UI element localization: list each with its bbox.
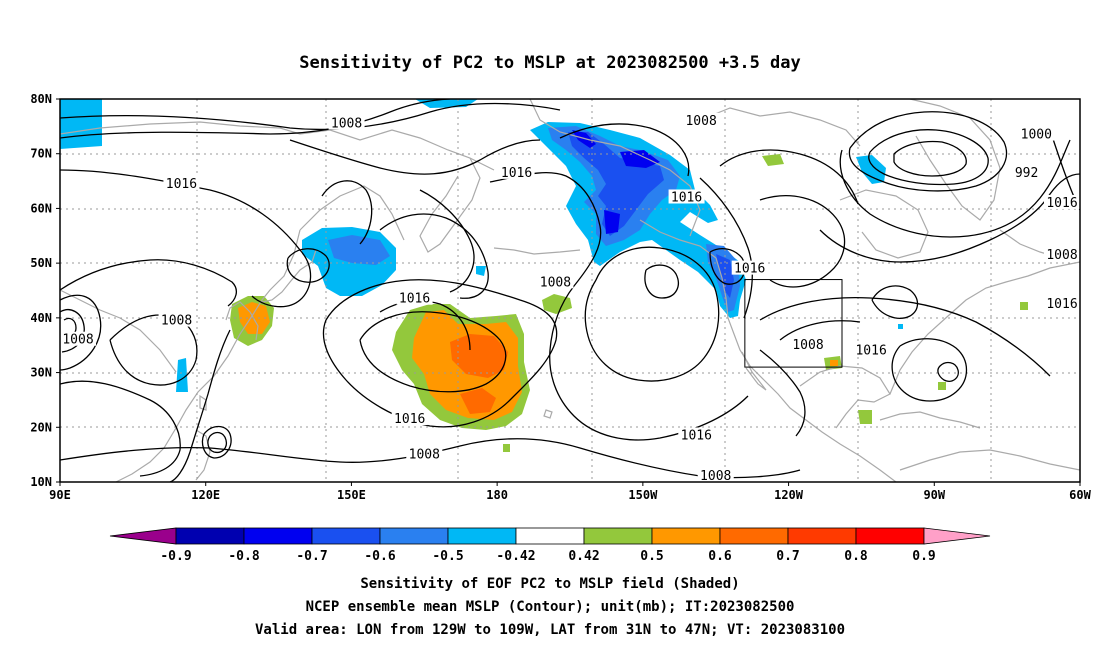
- shade-pos-small-6: [1020, 302, 1028, 310]
- shade-neg-small: [898, 324, 903, 329]
- contour-label: 1016: [501, 166, 532, 181]
- lat-tick-label: 30N: [30, 366, 52, 380]
- contour-label: 1016: [399, 292, 430, 307]
- longitude-axis: 90E 120E 150E 180 150W 120W 90W 60W: [49, 482, 1091, 502]
- colorbar-label: -0.6: [364, 549, 395, 564]
- colorbar-label: -0.5: [432, 549, 463, 564]
- contour-label: 1008: [161, 314, 192, 329]
- contour-label: 992: [1015, 166, 1038, 181]
- colorbar-segment: [788, 528, 856, 544]
- colorbar-label: -0.7: [296, 549, 327, 564]
- lon-tick-label: 90W: [923, 488, 945, 502]
- caption-line-2: NCEP ensemble mean MSLP (Contour); unit(…: [306, 599, 795, 615]
- contour-label: 1016: [1046, 196, 1077, 211]
- lon-tick-label: 60W: [1069, 488, 1091, 502]
- contour-label: 1016: [734, 262, 765, 277]
- colorbar-segment: [652, 528, 720, 544]
- shade-neg-core-5: [604, 210, 620, 234]
- lat-tick-label: 10N: [30, 475, 52, 489]
- contour-label: 1016: [394, 412, 425, 427]
- colorbar-segment: [312, 528, 380, 544]
- figure-title: Sensitivity of PC2 to MSLP at 2023082500…: [299, 53, 801, 73]
- colorbar-label: 0.5: [640, 549, 663, 564]
- colorbar-segment: [856, 528, 924, 544]
- colorbar-segment: [516, 528, 584, 544]
- colorbar-segment: [448, 528, 516, 544]
- contour-label: 1008: [792, 338, 823, 353]
- contour-label: 1016: [681, 428, 712, 443]
- lat-tick-label: 60N: [30, 201, 52, 215]
- contour-label: 1008: [685, 114, 716, 129]
- caption-line-1: Sensitivity of EOF PC2 to MSLP field (Sh…: [360, 576, 739, 592]
- colorbar-label: -0.8: [228, 549, 259, 564]
- contour-label: 1016: [1046, 297, 1077, 312]
- colorbar-end-right: [924, 528, 990, 544]
- colorbar-segment: [380, 528, 448, 544]
- lat-tick-label: 20N: [30, 420, 52, 434]
- shade-pos-small-5: [938, 382, 946, 390]
- colorbar-label: 0.6: [708, 549, 732, 564]
- contour-label: 1008: [1046, 248, 1077, 263]
- lon-tick-label: 150E: [337, 488, 366, 502]
- colorbar-segment: [584, 528, 652, 544]
- colorbar-segment: [176, 528, 244, 544]
- lon-tick-label: 120W: [774, 488, 804, 502]
- colorbar-label: -0.9: [160, 549, 191, 564]
- colorbar-label: -0.42: [496, 549, 535, 564]
- lat-tick-label: 50N: [30, 256, 52, 270]
- shade-pos-small-3-core: [830, 360, 838, 366]
- colorbar-end-left: [110, 528, 176, 544]
- lat-tick-label: 40N: [30, 311, 52, 325]
- contour-label: 1016: [855, 344, 886, 359]
- colorbar-label: 0.8: [844, 549, 868, 564]
- contour-label: 1008: [540, 275, 571, 290]
- shade-pos-small-4: [858, 410, 872, 424]
- lat-tick-label: 70N: [30, 147, 52, 161]
- lon-tick-label: 180: [486, 488, 508, 502]
- contour-label: 1016: [166, 177, 197, 192]
- colorbar: -0.9 -0.8 -0.7 -0.6 -0.5 -0.42 0.42 0.5 0.6 0.7 0.…: [110, 528, 990, 564]
- contour-label: 1008: [62, 333, 93, 348]
- lon-tick-label: 150W: [628, 488, 658, 502]
- colorbar-label: 0.7: [776, 549, 799, 564]
- colorbar-segment: [720, 528, 788, 544]
- shade-neg-arctic-west: [60, 99, 102, 149]
- contour-label: 1000: [1021, 128, 1052, 143]
- contour-label: 1008: [409, 448, 440, 463]
- caption-line-3: Valid area: LON from 129W to 109W, LAT f…: [255, 622, 845, 638]
- latitude-axis: 80N 70N 60N 50N 40N 30N 20N 10N: [30, 92, 60, 489]
- colorbar-label: 0.42: [568, 549, 599, 564]
- map-plot-area: 1008 1016 1016 1008 1016 1000 992 1016 1008 1008 1…: [60, 99, 1080, 484]
- lon-tick-label: 120E: [191, 488, 220, 502]
- shade-pos-small-7: [503, 444, 510, 452]
- lat-tick-label: 80N: [30, 92, 52, 106]
- contour-label: 1016: [671, 190, 702, 205]
- contour-label: 1008: [331, 117, 362, 132]
- lon-tick-label: 90E: [49, 488, 71, 502]
- colorbar-label: 0.9: [912, 549, 935, 564]
- colorbar-segment: [244, 528, 312, 544]
